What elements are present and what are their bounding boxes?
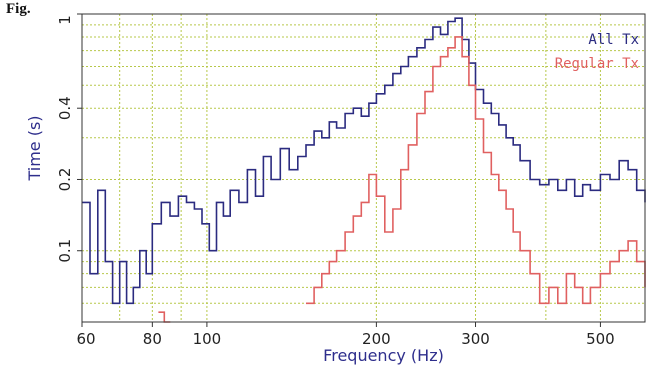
y-axis-label: Time (s) (25, 115, 44, 181)
legend-entry-0: All Tx (588, 32, 639, 48)
plot-frame (81, 13, 646, 323)
x-axis: 60 80 100 200 300 500 (76, 322, 615, 348)
x-tick-label: 60 (76, 330, 95, 348)
figure-caption: Fig. (6, 1, 31, 17)
x-tick-label: 200 (362, 330, 391, 348)
y-axis: 0.1 0.2 0.4 1 (56, 13, 82, 263)
x-axis-label: Frequency (Hz) (323, 346, 444, 365)
y-tick-label: 0.1 (56, 239, 74, 263)
x-tick-label: 500 (586, 330, 615, 348)
plot-area (82, 14, 645, 322)
x-tick-label: 300 (461, 330, 490, 348)
x-tick-label: 80 (143, 330, 162, 348)
legend: All Tx Regular Tx (555, 32, 639, 72)
legend-entry-1: Regular Tx (555, 56, 639, 72)
y-tick-label: 0.2 (56, 168, 74, 192)
y-tick-label: 1 (56, 15, 74, 25)
series-line-0 (82, 17, 646, 305)
y-tick-label: 0.4 (56, 96, 74, 120)
x-tick-label: 100 (193, 330, 222, 348)
